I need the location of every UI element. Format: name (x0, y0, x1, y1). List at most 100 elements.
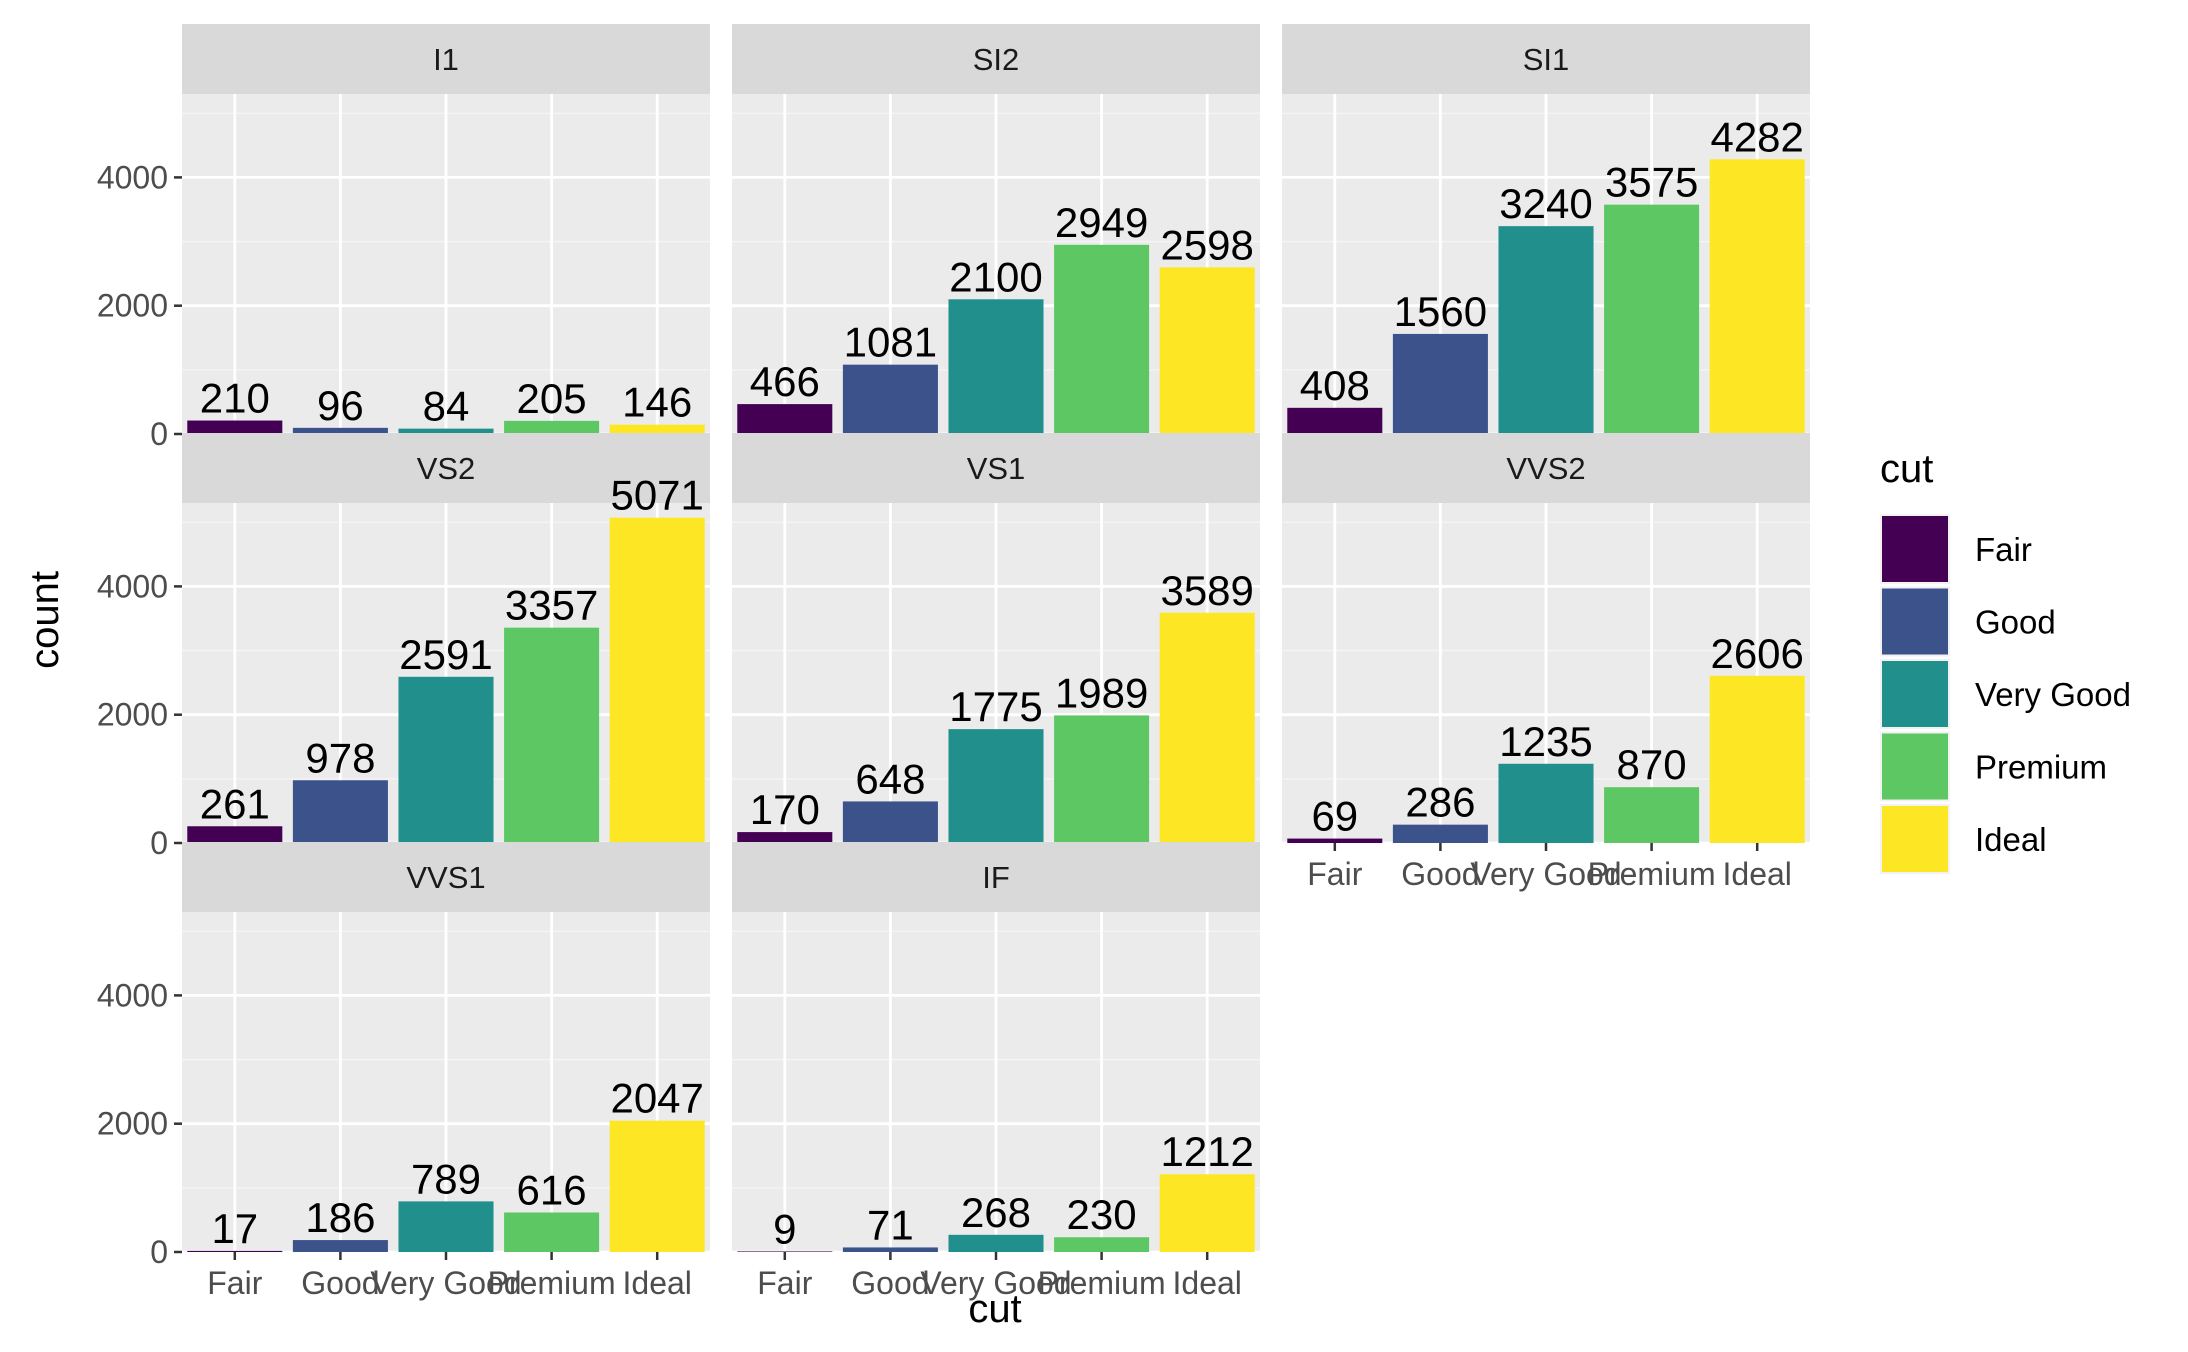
bar-value-label: 71 (867, 1201, 914, 1248)
facet-strip-label: VVS1 (406, 860, 485, 895)
legend-label: Fair (1975, 531, 2032, 568)
bar-value-label: 3357 (505, 582, 598, 629)
legend-label: Premium (1975, 749, 2107, 786)
y-tick-label: 4000 (97, 159, 168, 195)
x-tick-label: Good (1401, 856, 1479, 892)
y-tick-label: 2000 (97, 288, 168, 324)
bar-ideal (1159, 267, 1255, 434)
y-tick-label: 2000 (97, 697, 168, 733)
bar-value-label: 978 (305, 734, 375, 781)
bar-good (842, 364, 938, 434)
bar-good (1392, 824, 1488, 843)
bar-ideal (1159, 1174, 1255, 1252)
y-tick-label: 4000 (97, 977, 168, 1013)
bar-value-label: 1212 (1160, 1128, 1253, 1175)
bar-value-label: 186 (305, 1194, 375, 1241)
bar-value-label: 2047 (610, 1075, 703, 1122)
facet-panels: I1 210 96 84 205 146 0 2000 4000 SI2 466 1081 2100 29… (97, 24, 1810, 1301)
bar-fair (737, 1251, 833, 1252)
bar-value-label: 616 (517, 1166, 587, 1213)
bar-value-label: 3575 (1605, 159, 1698, 206)
facet-strip (732, 433, 1260, 503)
bar-value-label: 1081 (844, 319, 937, 366)
bar-value-label: 4282 (1710, 113, 1803, 160)
bar-premium (1054, 1237, 1150, 1252)
y-tick-label: 0 (150, 825, 168, 861)
bar-premium (504, 627, 600, 843)
bar-fair (1287, 838, 1383, 843)
facet-strip-label: SI2 (973, 42, 1020, 77)
facet-strip (182, 433, 710, 503)
bar-value-label: 170 (750, 786, 820, 833)
legend-label: Ideal (1975, 821, 2047, 858)
facet-strip (732, 24, 1260, 94)
facet-panel-vs1: VS1 170 648 1775 1989 3589 (732, 433, 1260, 845)
bar-premium (1604, 204, 1700, 434)
bar-value-label: 2100 (949, 253, 1042, 300)
bar-value-label: 17 (211, 1205, 258, 1252)
y-tick-label: 0 (150, 1234, 168, 1270)
x-tick-label: Premium (1588, 856, 1716, 892)
bar-very-good (1498, 763, 1594, 843)
bar-value-label: 2606 (1710, 630, 1803, 677)
y-tick-label: 0 (150, 416, 168, 452)
bar-value-label: 261 (200, 780, 270, 827)
x-tick-label: Premium (1038, 1265, 1166, 1301)
facet-panel-si2: SI2 466 1081 2100 2949 2598 (732, 24, 1260, 436)
bar-value-label: 466 (750, 358, 820, 405)
bar-very-good (1498, 226, 1594, 434)
facet-strip-label: VS1 (967, 451, 1026, 486)
bar-good (842, 1247, 938, 1252)
bar-fair (187, 1250, 283, 1252)
x-tick-label: Very Good (1470, 856, 1621, 892)
facet-panel-vvs1: VVS1 17 186 789 616 2047 0 2000 4000 Fair GoodVery… (97, 842, 710, 1301)
bar-good (292, 780, 388, 843)
legend-label: Good (1975, 604, 2056, 641)
x-tick-label: Fair (207, 1265, 262, 1301)
bar-ideal (1709, 675, 1805, 843)
bar-value-label: 268 (961, 1189, 1031, 1236)
facet-strip (182, 24, 710, 94)
facet-strip-label: IF (982, 860, 1010, 895)
legend-title: cut (1880, 447, 1933, 491)
bar-good (1392, 333, 1488, 434)
bar-fair (187, 826, 283, 843)
bar-very-good (948, 299, 1044, 434)
bar-premium (1054, 244, 1150, 434)
facet-strip-label: I1 (433, 42, 459, 77)
y-axis-title: count (23, 571, 67, 669)
y-tick-label: 2000 (97, 1106, 168, 1142)
facet-strip-label: SI1 (1523, 42, 1570, 77)
bar-value-label: 2949 (1055, 199, 1148, 246)
bar-value-label: 210 (200, 375, 270, 422)
legend-key-fair (1882, 516, 1948, 582)
bar-value-label: 2591 (399, 631, 492, 678)
bar-value-label: 1775 (949, 683, 1042, 730)
bar-premium (504, 420, 600, 434)
bar-ideal (1159, 612, 1255, 843)
legend: cut Fair Good Very Good Premium Ideal (1880, 447, 2131, 874)
legend-key-good (1882, 588, 1948, 655)
bar-value-label: 3589 (1160, 567, 1253, 614)
bar-good (292, 427, 388, 434)
bar-fair (1287, 407, 1383, 434)
x-tick-label: Ideal (623, 1265, 692, 1301)
bar-fair (187, 420, 283, 434)
bar-premium (1054, 715, 1150, 843)
bar-value-label: 205 (517, 375, 587, 422)
bar-ideal (609, 517, 705, 843)
bar-premium (1604, 787, 1700, 843)
legend-key-ideal (1882, 806, 1948, 872)
x-tick-label: Very Good (370, 1265, 521, 1301)
bar-value-label: 2598 (1160, 221, 1253, 268)
facet-strip (182, 842, 710, 912)
x-tick-label: Very Good (920, 1265, 1071, 1301)
facet-panel-si1: SI1 408 1560 3240 3575 4282 (1282, 24, 1810, 436)
x-tick-label: Premium (488, 1265, 616, 1301)
bar-ideal (609, 424, 705, 434)
bar-very-good (398, 428, 494, 434)
bar-good (842, 801, 938, 843)
bar-value-label: 870 (1617, 741, 1687, 788)
bar-value-label: 3240 (1499, 180, 1592, 227)
